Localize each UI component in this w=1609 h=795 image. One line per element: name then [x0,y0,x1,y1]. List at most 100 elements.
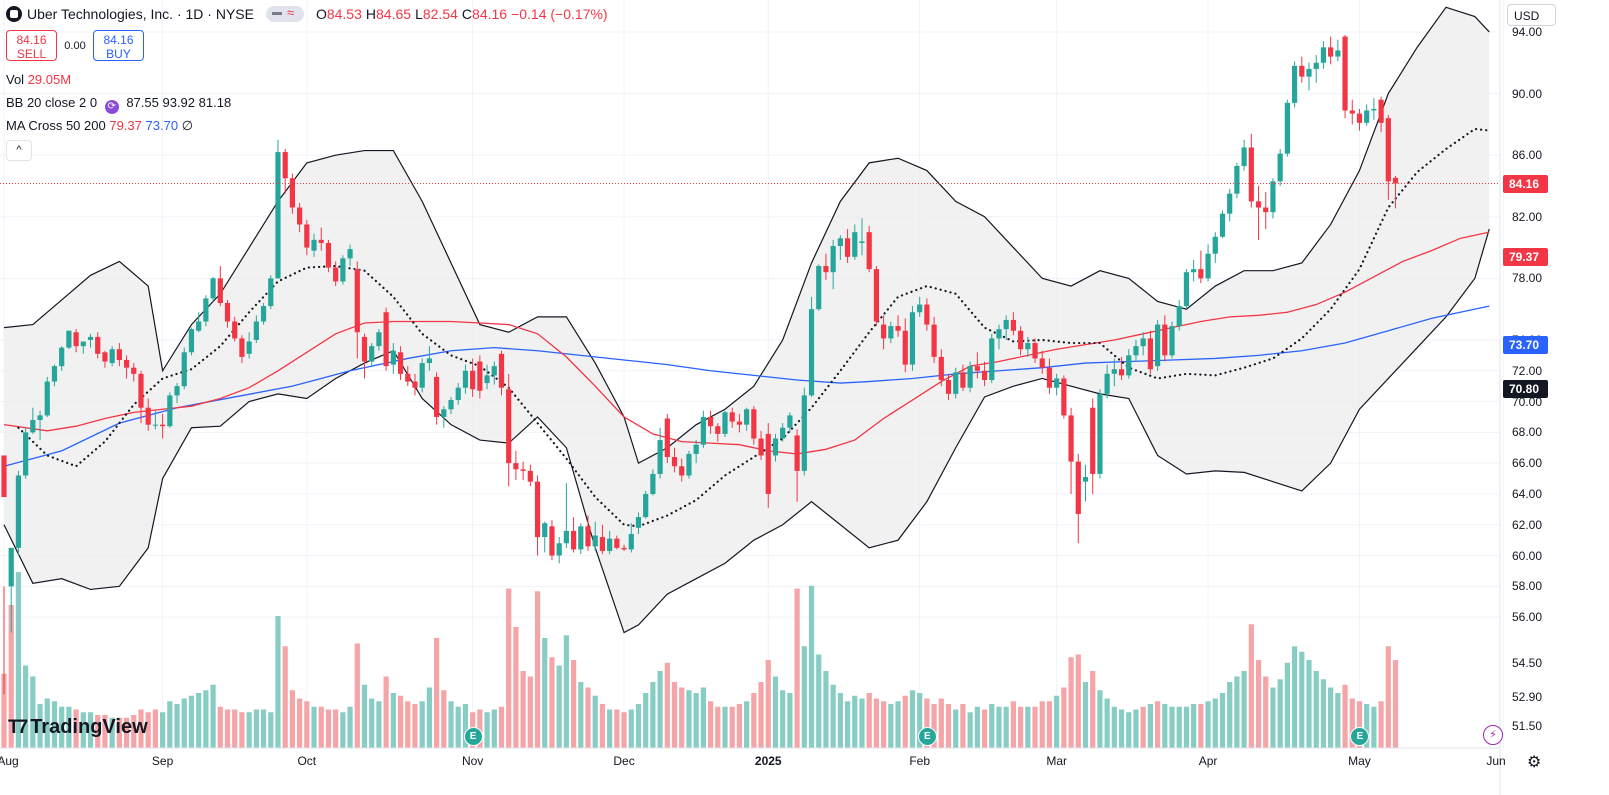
currency-select[interactable]: USD [1507,4,1556,26]
volume-bar [1046,701,1053,748]
volume-bar [650,682,656,748]
candle-body [174,386,180,396]
volume-bar [563,635,569,748]
earnings-marker-icon[interactable]: E [463,727,483,746]
candle-body [780,427,786,439]
candle-body [967,366,973,388]
volume-bar [462,704,469,748]
volume-bar [1248,624,1254,748]
buy-button[interactable]: 84.16 BUY [93,30,144,61]
candle-body [924,304,930,325]
candle-body [210,278,216,299]
candle-body [95,336,101,354]
candle-body [383,312,389,367]
volume-bar [297,698,303,748]
candle-body [693,444,699,454]
candle-body [167,395,173,427]
volume-bar [405,701,411,748]
toggle-pill-icon[interactable] [265,5,304,22]
ma-slow-value: 73.70 [145,118,179,133]
sell-price: 84.16 [16,33,47,47]
volume-bar [635,704,642,748]
volume-bar [1371,706,1377,748]
bb-legend[interactable]: BB 20 close 2 0 ⟳ 87.55 93.92 81.18 [6,95,231,114]
volume-bar [945,704,952,748]
volume-bar [1378,701,1384,748]
candle-body [534,481,541,538]
buy-price: 84.16 [103,33,134,47]
low-value: 82.54 [422,6,458,22]
sell-button[interactable]: 84.16 SELL [6,30,57,61]
candle-body [744,409,750,425]
volume-legend[interactable]: Vol 29.05M [6,72,71,87]
volume-bar [657,671,663,748]
volume-bar [434,638,440,748]
candle-body [441,409,447,417]
x-tick-label: May [1348,754,1371,768]
volume-bar [66,706,72,748]
tradingview-logo[interactable]: T7 TradingView [8,716,148,739]
candle-body [1270,181,1276,213]
earnings-marker-icon[interactable]: E [1350,727,1370,746]
candle-body [1306,68,1312,77]
volume-bar [643,693,649,748]
earnings-marker-icon[interactable]: E [917,727,937,746]
candle-body [1191,269,1197,273]
x-tick-label: Mar [1046,754,1067,768]
candle-body [1155,324,1161,367]
volume-bar [1126,712,1132,748]
volume-bar [1219,693,1226,748]
candle-body [981,370,988,381]
x-tick-label: Sep [151,754,174,768]
candle-body [823,266,829,273]
refresh-icon[interactable]: ⟳ [104,100,119,114]
candle-body [253,321,259,340]
close-value: 84.16 [472,6,508,22]
ma-cross-legend[interactable]: MA Cross 50 200 79.37 73.70 ∅ [6,118,193,134]
trade-panel: 84.16 SELL 0.00 84.16 BUY [6,30,144,61]
candle-body [80,341,86,347]
volume-bar [1169,706,1175,748]
candle-body [1104,373,1110,394]
volume-bar [1025,706,1031,748]
volume-bar [729,706,735,748]
candle-body [361,336,368,362]
volume-bar [1133,709,1139,748]
candle-body [1090,407,1096,474]
volume-bar [1082,682,1089,748]
y-tick-label: 66.00 [1512,456,1543,471]
volume-bar [318,706,324,748]
candle-body [333,267,339,282]
candle-body [102,352,108,362]
price-tag: 79.37 [1503,248,1548,267]
candle-body [1097,393,1103,474]
candle-body [765,433,771,494]
candle-body [145,407,151,425]
candle-body [369,346,375,362]
candle-body [722,412,728,434]
volume-bar [700,687,706,748]
candle-body [138,373,144,408]
volume-bar [116,717,122,748]
chevron-up-icon[interactable]: ^ [6,140,32,161]
lightning-icon[interactable]: ⚡ [1483,725,1503,745]
candle-body [996,329,1002,339]
symbol-title[interactable]: Uber Technologies, Inc. · 1D · NYSE [27,6,254,22]
ma-null-value: ∅ [181,118,194,133]
candle-body [426,358,432,364]
volume-bar [138,709,144,748]
volume-bar [585,687,591,748]
gear-icon[interactable]: ⚙ [1527,754,1542,771]
volume-bar [866,693,872,748]
candle-body [1068,415,1074,462]
candle-body [470,370,476,390]
candle-body [260,306,267,322]
volume-bar [455,706,461,748]
volume-bar [217,706,223,748]
volume-bar [369,698,375,748]
candle-body [412,381,418,388]
volume-bar [1205,701,1211,748]
volume-bar [224,709,231,748]
y-tick-label: 78.00 [1512,271,1543,286]
